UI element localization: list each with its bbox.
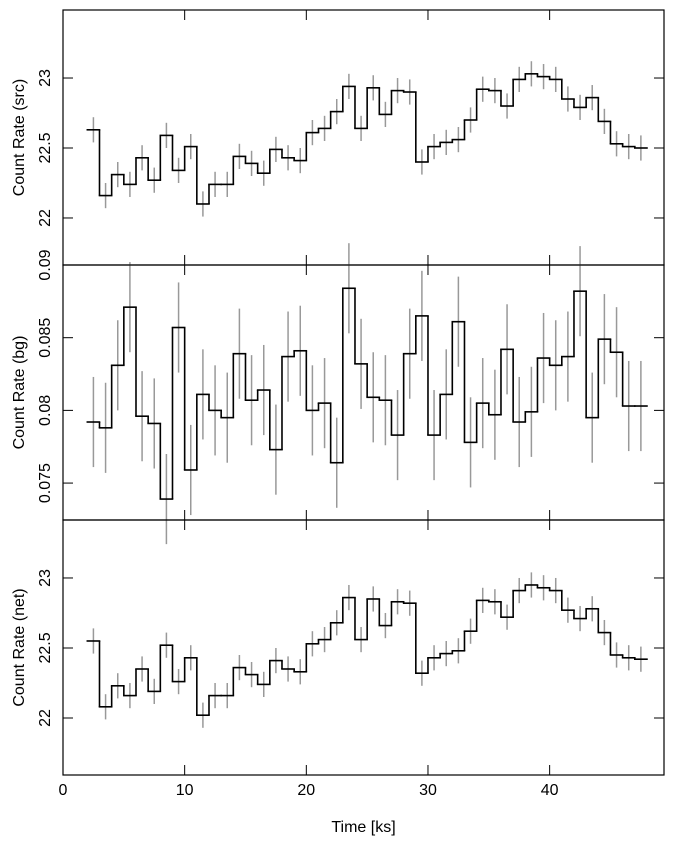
y-axis-label: Count Rate (bg) (11, 336, 28, 450)
x-tick-label: 20 (297, 782, 315, 799)
y-tick-label: 0.075 (37, 463, 54, 503)
y-tick-label: 22.5 (37, 132, 54, 163)
y-axis-label: Count Rate (net) (11, 588, 28, 706)
plot-frame (62, 9, 665, 266)
y-tick-label: 0.09 (37, 249, 54, 280)
y-tick-label: 22 (37, 209, 54, 227)
y-tick-label: 23 (37, 69, 54, 87)
plot-frame (62, 519, 665, 776)
y-axis-label: Count Rate (src) (11, 79, 28, 196)
x-tick-label: 40 (541, 782, 559, 799)
y-tick-label: 22.5 (37, 632, 54, 663)
y-tick-label: 0.08 (37, 395, 54, 426)
x-tick-label: 10 (176, 782, 194, 799)
y-tick-label: 0.085 (37, 318, 54, 358)
y-tick-label: 23 (37, 569, 54, 587)
x-tick-label: 0 (59, 782, 68, 799)
y-tick-label: 22 (37, 709, 54, 727)
x-tick-label: 30 (419, 782, 437, 799)
x-axis-label: Time [ks] (331, 819, 395, 836)
